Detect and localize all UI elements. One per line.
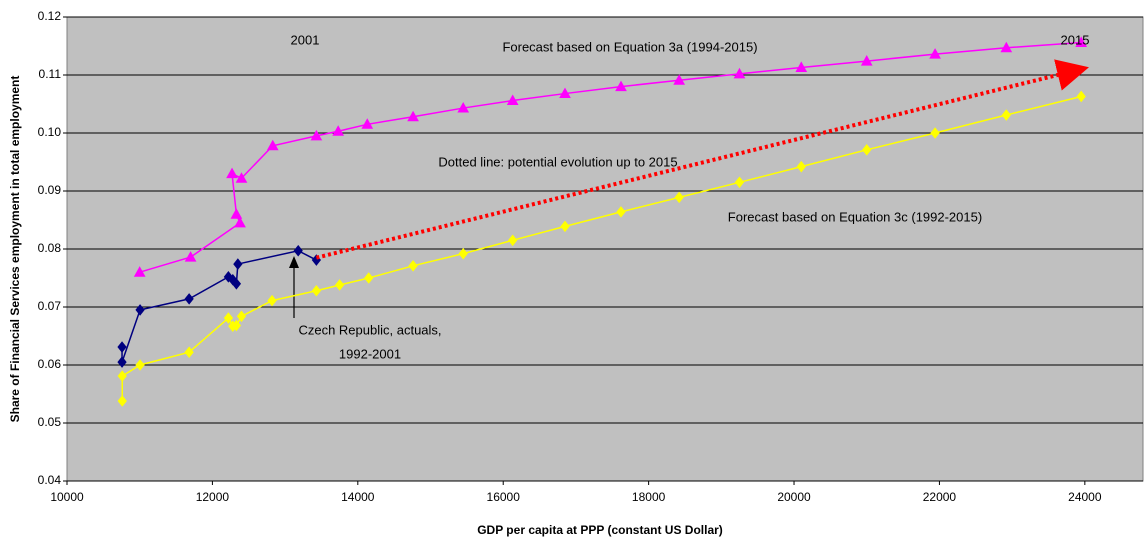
point	[929, 48, 941, 59]
point	[234, 216, 246, 228]
point	[334, 279, 345, 291]
annotation: Czech Republic, actuals,	[298, 322, 441, 337]
point	[673, 74, 686, 85]
annotation: Forecast based on Equation 3a (1994-2015…	[502, 39, 757, 54]
point	[311, 284, 322, 297]
point	[734, 176, 745, 189]
dotted-line	[315, 59, 1089, 260]
point	[674, 191, 684, 204]
point	[231, 319, 242, 332]
y-axis-label: Share of Financial Services employment i…	[8, 76, 22, 423]
x-tick-label: 20000	[777, 490, 811, 504]
point	[615, 80, 627, 92]
point	[235, 172, 248, 183]
point	[223, 312, 234, 324]
y-tick-label: 0.07	[38, 299, 62, 313]
point	[559, 87, 571, 99]
y-tick-label: 0.04	[38, 473, 62, 487]
point	[1076, 90, 1086, 103]
point	[1075, 36, 1088, 48]
point	[293, 244, 303, 257]
annotation: Forecast based on Equation 3c (1992-2015…	[728, 209, 982, 224]
x-tick-label: 22000	[923, 490, 957, 504]
point	[616, 206, 626, 218]
point	[135, 359, 145, 371]
x-tick-label: 16000	[487, 490, 521, 504]
point	[796, 160, 806, 173]
point	[117, 395, 127, 407]
series-line	[121, 95, 1082, 401]
point	[117, 356, 127, 368]
point	[117, 341, 127, 353]
point	[458, 247, 468, 260]
point	[226, 167, 238, 179]
point	[184, 251, 197, 262]
point	[860, 55, 873, 66]
x-axis-label: GDP per capita at PPP (constant US Dolla…	[477, 523, 723, 537]
y-tick-label: 0.12	[38, 9, 62, 23]
y-tick-label: 0.08	[38, 241, 62, 255]
point	[184, 293, 194, 305]
series-line	[139, 41, 1082, 273]
point	[795, 61, 808, 72]
point	[230, 208, 243, 219]
point	[457, 102, 470, 113]
x-tick-label: 10000	[50, 490, 84, 504]
x-tick-label: 14000	[341, 490, 375, 504]
x-tick-label: 12000	[196, 490, 230, 504]
point	[310, 129, 323, 141]
point	[236, 310, 247, 323]
point	[267, 294, 277, 307]
y-tick-label: 0.05	[38, 415, 62, 429]
point	[332, 125, 345, 136]
point	[117, 370, 127, 382]
point	[364, 272, 374, 284]
x-tick-label: 24000	[1068, 490, 1102, 504]
annotation: 2015	[1061, 32, 1090, 47]
point	[408, 260, 418, 272]
annotation: Dotted line: potential evolution up to 2…	[438, 154, 677, 169]
point	[1000, 41, 1013, 53]
point	[233, 258, 243, 270]
point	[506, 94, 519, 106]
point	[508, 234, 518, 247]
point	[184, 346, 194, 359]
annotation: 1992-2001	[339, 346, 401, 361]
y-tick-label: 0.10	[38, 125, 62, 139]
annotation-arrowhead	[289, 256, 299, 268]
point	[733, 67, 746, 79]
point	[1001, 109, 1011, 121]
point	[407, 110, 419, 122]
point	[560, 220, 570, 233]
point	[862, 144, 872, 156]
point	[266, 139, 279, 151]
y-tick-label: 0.11	[39, 67, 62, 81]
y-tick-label: 0.09	[38, 183, 62, 197]
point	[135, 304, 145, 316]
x-tick-label: 18000	[632, 490, 666, 504]
point	[361, 118, 374, 129]
point	[231, 277, 242, 290]
point	[930, 127, 940, 139]
y-tick-label: 0.06	[38, 357, 62, 371]
point	[133, 266, 146, 277]
annotation: 2001	[291, 32, 320, 47]
